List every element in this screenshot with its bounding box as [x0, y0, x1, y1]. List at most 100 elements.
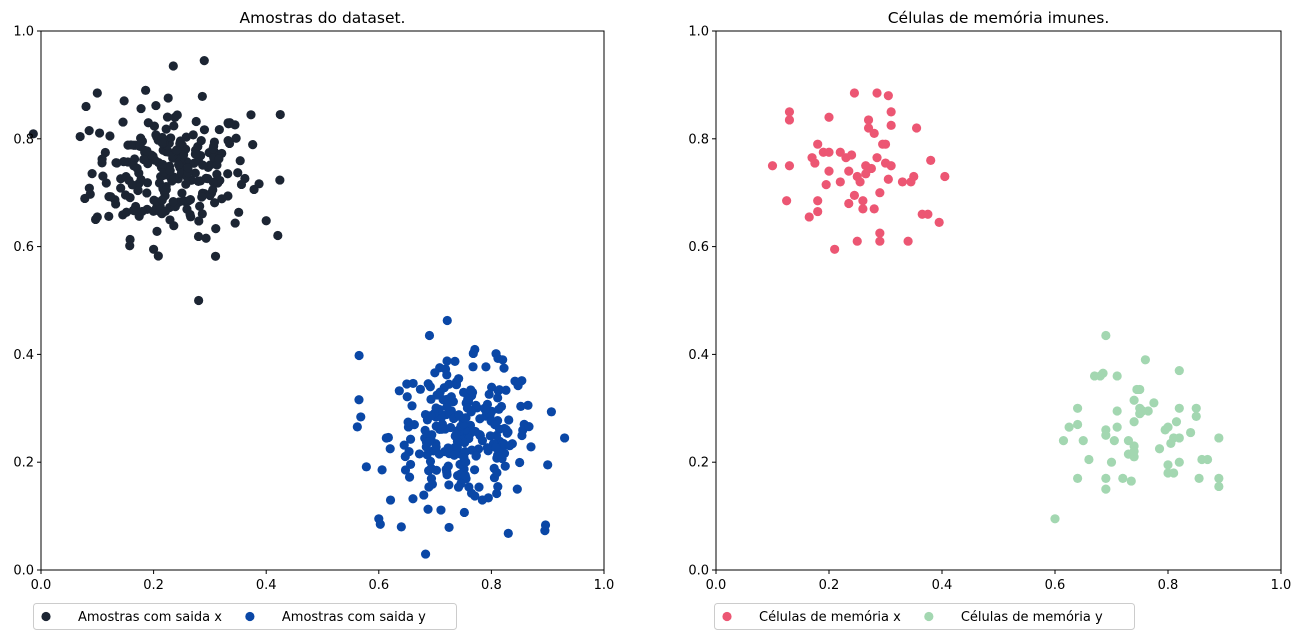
data-point [897, 177, 908, 187]
data-point [196, 135, 206, 146]
data-point [223, 136, 233, 146]
legend-label: Células de memória x [759, 610, 901, 625]
data-point [501, 425, 511, 435]
data-point [830, 244, 840, 254]
data-point [173, 160, 184, 170]
data-point [466, 385, 476, 395]
data-point [516, 401, 526, 411]
data-point [1064, 422, 1074, 432]
data-point [940, 171, 950, 182]
data-point [470, 344, 480, 355]
data-point [543, 460, 553, 470]
data-point [195, 201, 205, 211]
data-point [142, 188, 152, 198]
data-point [91, 214, 101, 225]
x-tick-label: 1.0 [1271, 578, 1292, 593]
data-point [135, 141, 145, 152]
data-point [354, 350, 364, 361]
data-point [185, 209, 195, 220]
data-point [444, 480, 454, 490]
data-point [821, 180, 831, 190]
data-point [810, 158, 820, 168]
data-point [1163, 460, 1173, 470]
data-point [835, 177, 845, 187]
data-point [419, 490, 429, 500]
data-point [104, 211, 114, 221]
data-point [477, 436, 488, 446]
data-point [454, 374, 464, 384]
data-point [201, 233, 211, 243]
data-point [217, 194, 227, 204]
data-point [141, 85, 151, 95]
data-point [183, 163, 193, 173]
data-point [1214, 473, 1224, 483]
data-point [235, 156, 245, 166]
data-point [883, 91, 893, 101]
data-point [87, 169, 97, 179]
data-point [869, 128, 879, 139]
x-tick-label: 1.0 [594, 578, 615, 593]
data-point [1101, 425, 1111, 435]
data-point [466, 488, 477, 498]
data-point [223, 169, 233, 179]
chart-title: Células de memória imunes. [888, 9, 1110, 27]
data-point [1101, 484, 1111, 494]
y-tick-label: 0.2 [13, 456, 34, 471]
data-point [451, 429, 461, 440]
data-point [408, 494, 418, 504]
data-point [886, 161, 896, 171]
data-point [442, 470, 452, 480]
data-point [168, 196, 178, 207]
data-point [1214, 433, 1224, 443]
data-point [449, 450, 459, 460]
data-point [136, 103, 146, 114]
data-point [92, 88, 102, 98]
data-point [85, 189, 95, 199]
data-point [426, 394, 436, 404]
data-point [151, 100, 161, 111]
data-point [153, 251, 163, 261]
data-point [524, 422, 534, 432]
x-tick-label: 0.2 [819, 578, 840, 593]
data-point [246, 110, 256, 120]
data-point [923, 209, 933, 219]
data-point [169, 121, 179, 131]
data-point [405, 434, 416, 444]
data-point [813, 196, 823, 206]
data-point [872, 153, 882, 163]
data-point [875, 228, 885, 238]
data-point [480, 404, 490, 415]
data-point [458, 387, 469, 397]
data-point [903, 236, 913, 246]
data-point [143, 118, 153, 128]
data-point [231, 133, 241, 143]
data-point [402, 392, 412, 402]
data-point [248, 140, 258, 150]
y-tick-label: 0.8 [13, 132, 34, 147]
data-point [468, 362, 478, 372]
data-point [861, 169, 871, 179]
data-point [1171, 417, 1182, 427]
data-point [129, 154, 140, 164]
data-point [199, 56, 209, 66]
data-point [1169, 468, 1179, 478]
data-point [273, 230, 283, 241]
data-point [101, 178, 111, 188]
data-point [444, 522, 454, 533]
data-point [1112, 406, 1122, 416]
data-point [446, 422, 456, 433]
data-point [824, 112, 834, 122]
data-point [442, 356, 452, 366]
data-point [205, 160, 215, 170]
data-point [116, 183, 126, 193]
data-point [523, 400, 533, 410]
legend-marker [722, 611, 732, 622]
y-tick-label: 0.6 [13, 240, 34, 255]
data-point [1143, 406, 1153, 416]
data-point [1050, 514, 1060, 524]
legend-marker [924, 611, 934, 622]
data-point [431, 403, 441, 413]
data-point [446, 392, 456, 402]
series-2 [352, 315, 570, 559]
data-point [84, 126, 94, 136]
